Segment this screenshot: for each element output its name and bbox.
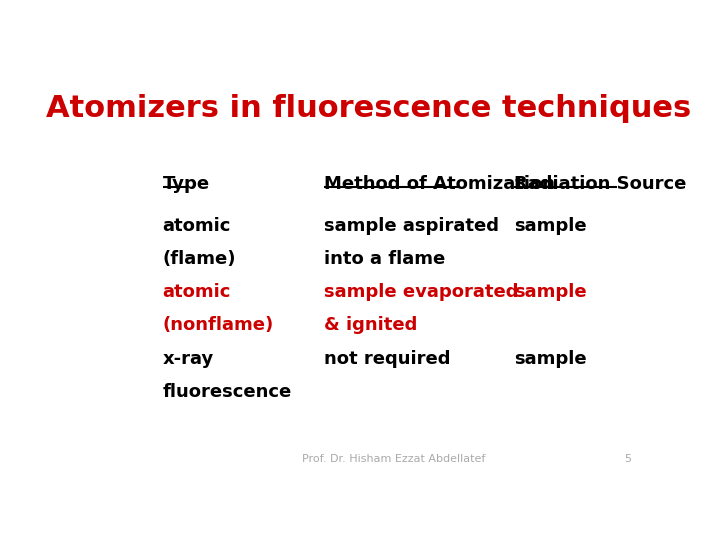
Text: sample evaporated: sample evaporated [324, 283, 519, 301]
Text: sample: sample [514, 283, 587, 301]
Text: into a flame: into a flame [324, 250, 446, 268]
Text: atomic: atomic [163, 217, 231, 234]
Text: sample: sample [514, 349, 587, 368]
Text: x-ray: x-ray [163, 349, 214, 368]
Text: atomic: atomic [163, 283, 231, 301]
Text: Type: Type [163, 175, 210, 193]
Text: not required: not required [324, 349, 451, 368]
Text: Atomizers in fluorescence techniques: Atomizers in fluorescence techniques [46, 94, 692, 123]
Text: 5: 5 [624, 454, 631, 464]
Text: Radiation Source: Radiation Source [514, 175, 686, 193]
Text: & ignited: & ignited [324, 316, 418, 334]
Text: fluorescence: fluorescence [163, 383, 292, 401]
Text: (nonflame): (nonflame) [163, 316, 274, 334]
Text: sample: sample [514, 217, 587, 234]
Text: Prof. Dr. Hisham Ezzat Abdellatef: Prof. Dr. Hisham Ezzat Abdellatef [302, 454, 485, 464]
Text: sample aspirated: sample aspirated [324, 217, 500, 234]
Text: Method of Atomization: Method of Atomization [324, 175, 555, 193]
Text: (flame): (flame) [163, 250, 236, 268]
